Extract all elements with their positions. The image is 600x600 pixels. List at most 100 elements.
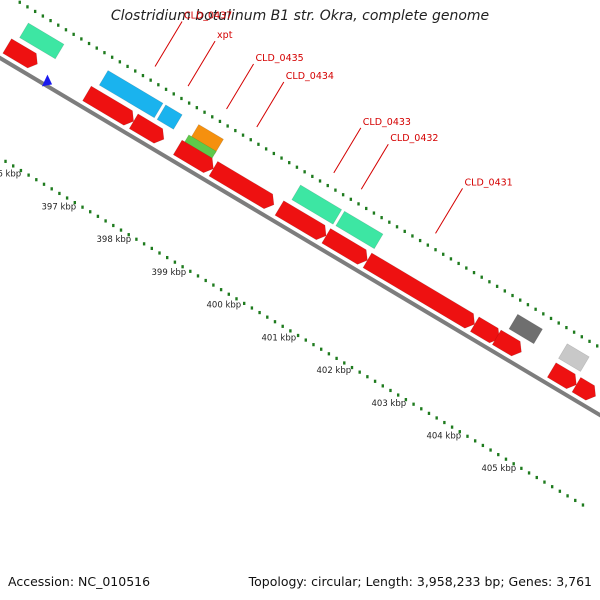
scale-tick-label: 396 kbp bbox=[0, 170, 21, 180]
ruler-dot bbox=[103, 51, 106, 55]
ruler-dot bbox=[4, 159, 7, 163]
ruler-dot bbox=[549, 316, 553, 321]
ruler-dot bbox=[280, 156, 283, 160]
ruler-dot bbox=[289, 329, 292, 333]
scale-tick-labels: 396 kbp 397 kbp 398 kbp 399 kbp 400 kbp 401 k… bbox=[0, 170, 516, 475]
ruler-dot bbox=[212, 283, 215, 287]
ruler-dot bbox=[50, 187, 53, 191]
scale-tick-label: 405 kbp bbox=[481, 464, 516, 474]
gene-feature[interactable] bbox=[19, 22, 65, 60]
ruler-dot bbox=[118, 60, 122, 64]
gene-feature[interactable] bbox=[291, 184, 343, 225]
ruler-dot bbox=[489, 448, 492, 452]
ruler-dot bbox=[295, 165, 299, 169]
ruler-dot bbox=[35, 178, 38, 182]
gene-label[interactable]: CLD_0433 bbox=[363, 117, 411, 128]
ruler-dot bbox=[534, 307, 537, 311]
ruler-dot bbox=[420, 407, 423, 411]
gene-label[interactable]: CLD_0434 bbox=[286, 71, 334, 82]
ruler-dot bbox=[580, 335, 584, 339]
ruler-dot bbox=[258, 310, 261, 315]
gene-feature[interactable] bbox=[571, 376, 596, 401]
feature-track[interactable] bbox=[2, 22, 596, 401]
ruler-dot bbox=[334, 188, 337, 192]
ruler-dot bbox=[358, 370, 361, 374]
gene-label-leader bbox=[256, 81, 285, 128]
ruler-dot bbox=[288, 161, 291, 165]
gene-label[interactable]: CLD_0437 bbox=[184, 10, 232, 21]
ruler-dot bbox=[281, 324, 284, 328]
accession-text: Accession: NC_010516 bbox=[8, 574, 151, 589]
gene-label[interactable]: CLD_0435 bbox=[256, 53, 304, 64]
ruler-dot bbox=[481, 443, 485, 448]
gene-feature[interactable] bbox=[172, 139, 214, 174]
ruler-dot bbox=[519, 298, 522, 302]
ruler-dot bbox=[110, 55, 114, 59]
gene-feature[interactable] bbox=[208, 160, 275, 210]
ruler-dot bbox=[319, 347, 323, 351]
ruler-dot bbox=[488, 280, 491, 284]
ruler-dot bbox=[426, 243, 430, 247]
ruler-dot bbox=[211, 115, 214, 119]
ruler-dot bbox=[457, 261, 460, 266]
gene-feature[interactable] bbox=[82, 85, 134, 126]
ruler-dot bbox=[166, 255, 169, 260]
gene-feature[interactable] bbox=[274, 200, 327, 241]
ruler-dot bbox=[64, 28, 68, 32]
ruler-dot bbox=[164, 87, 168, 91]
ruler-dot bbox=[404, 398, 408, 402]
ruler-dot bbox=[357, 202, 360, 206]
gene-feature[interactable] bbox=[508, 313, 543, 345]
ruler-dot bbox=[189, 269, 192, 273]
gene-feature[interactable] bbox=[321, 228, 368, 265]
gene-feature[interactable] bbox=[2, 38, 38, 69]
ruler-dot bbox=[442, 252, 445, 256]
gene-feature[interactable] bbox=[491, 329, 522, 357]
ruler-dot bbox=[335, 356, 338, 360]
ruler-dot bbox=[96, 214, 100, 218]
gene-feature[interactable] bbox=[362, 252, 475, 329]
ruler-dot bbox=[89, 210, 92, 214]
gene-feature[interactable] bbox=[546, 362, 577, 390]
scale-tick-label: 400 kbp bbox=[207, 301, 242, 311]
ruler-dot bbox=[303, 170, 306, 174]
gene-label[interactable]: xpt bbox=[217, 30, 233, 41]
gene-feature[interactable] bbox=[558, 343, 590, 372]
ruler-dot bbox=[411, 234, 414, 238]
ruler-dot bbox=[203, 110, 206, 114]
gene-feature[interactable] bbox=[156, 104, 183, 130]
ruler-dot bbox=[380, 216, 383, 220]
gene-label[interactable]: CLD_0432 bbox=[390, 133, 438, 144]
ruler-dot bbox=[542, 312, 545, 316]
ruler-dot bbox=[196, 274, 200, 278]
gene-feature[interactable] bbox=[128, 113, 165, 144]
ruler-dot bbox=[126, 64, 129, 69]
ruler-dot bbox=[242, 301, 246, 306]
ruler-dot bbox=[312, 343, 315, 347]
ruler-dot bbox=[204, 278, 207, 283]
ruler-dot bbox=[73, 200, 77, 205]
ruler-dot bbox=[465, 266, 468, 270]
ruler-dot bbox=[349, 197, 353, 201]
gene-feature[interactable] bbox=[335, 210, 384, 250]
ruler-dot bbox=[172, 92, 175, 96]
gene-feature[interactable] bbox=[469, 316, 500, 344]
ruler-dot bbox=[58, 191, 61, 196]
marker-track bbox=[41, 74, 53, 87]
ruler-dot bbox=[65, 196, 69, 200]
ruler-dot bbox=[87, 41, 91, 46]
ruler-dot bbox=[195, 106, 199, 110]
ruler-dot bbox=[81, 205, 84, 209]
ruler-dot bbox=[141, 73, 145, 78]
ruler-dot bbox=[449, 257, 453, 261]
ruler-dot bbox=[403, 229, 406, 233]
ruler-dot bbox=[241, 133, 245, 137]
ruler-dot bbox=[435, 416, 438, 420]
gene-feature[interactable] bbox=[98, 70, 164, 119]
ruler-dot bbox=[257, 142, 260, 146]
gene-label[interactable]: CLD_0431 bbox=[465, 177, 513, 188]
ruler-dot bbox=[33, 9, 37, 14]
ruler-dot bbox=[512, 462, 515, 466]
